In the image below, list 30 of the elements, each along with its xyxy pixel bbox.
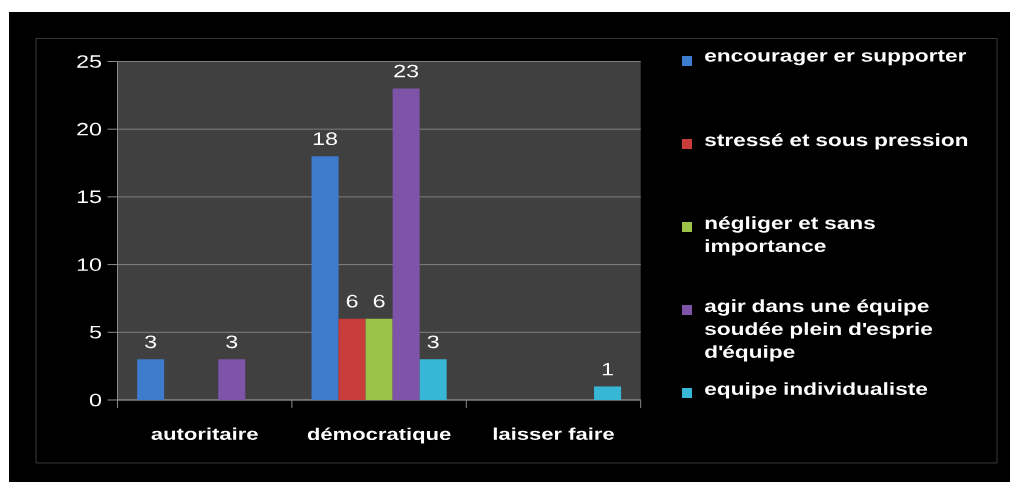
legend-label: equipe individualiste [705, 382, 928, 399]
legend-label: agir dans une équipe soudée plein d'esprie d'équipe [704, 299, 933, 362]
data-label: 6 [346, 294, 358, 308]
bar [338, 318, 366, 400]
x-tick-label: autoritaire [151, 427, 258, 440]
bar [419, 359, 447, 400]
y-tick-label: 20 [77, 122, 102, 136]
x-tick-label: démocratique [307, 427, 451, 444]
bar [594, 386, 622, 400]
data-label: 18 [313, 132, 337, 146]
data-label: 6 [373, 294, 385, 308]
data-label: 3 [427, 335, 439, 349]
data-label: 23 [394, 64, 419, 78]
bar [365, 318, 393, 400]
data-label: 3 [226, 335, 238, 349]
bar [392, 88, 420, 400]
legend-label: stressé et sous pression [705, 133, 968, 150]
bar [137, 359, 165, 400]
x-tick-label: laisser faire [493, 427, 614, 440]
data-label: 1 [602, 362, 613, 376]
y-tick-label: 0 [89, 393, 102, 407]
bar [218, 359, 246, 400]
y-tick-label: 15 [77, 190, 101, 204]
y-tick-label: 5 [89, 326, 102, 339]
data-label: 3 [145, 335, 157, 349]
y-tick-label: 25 [77, 55, 101, 68]
legend-label: négliger et sans importance [705, 216, 875, 256]
bar [311, 156, 339, 400]
y-tick-label: 10 [77, 258, 102, 271]
legend-label: encourager er supporter [705, 50, 967, 66]
